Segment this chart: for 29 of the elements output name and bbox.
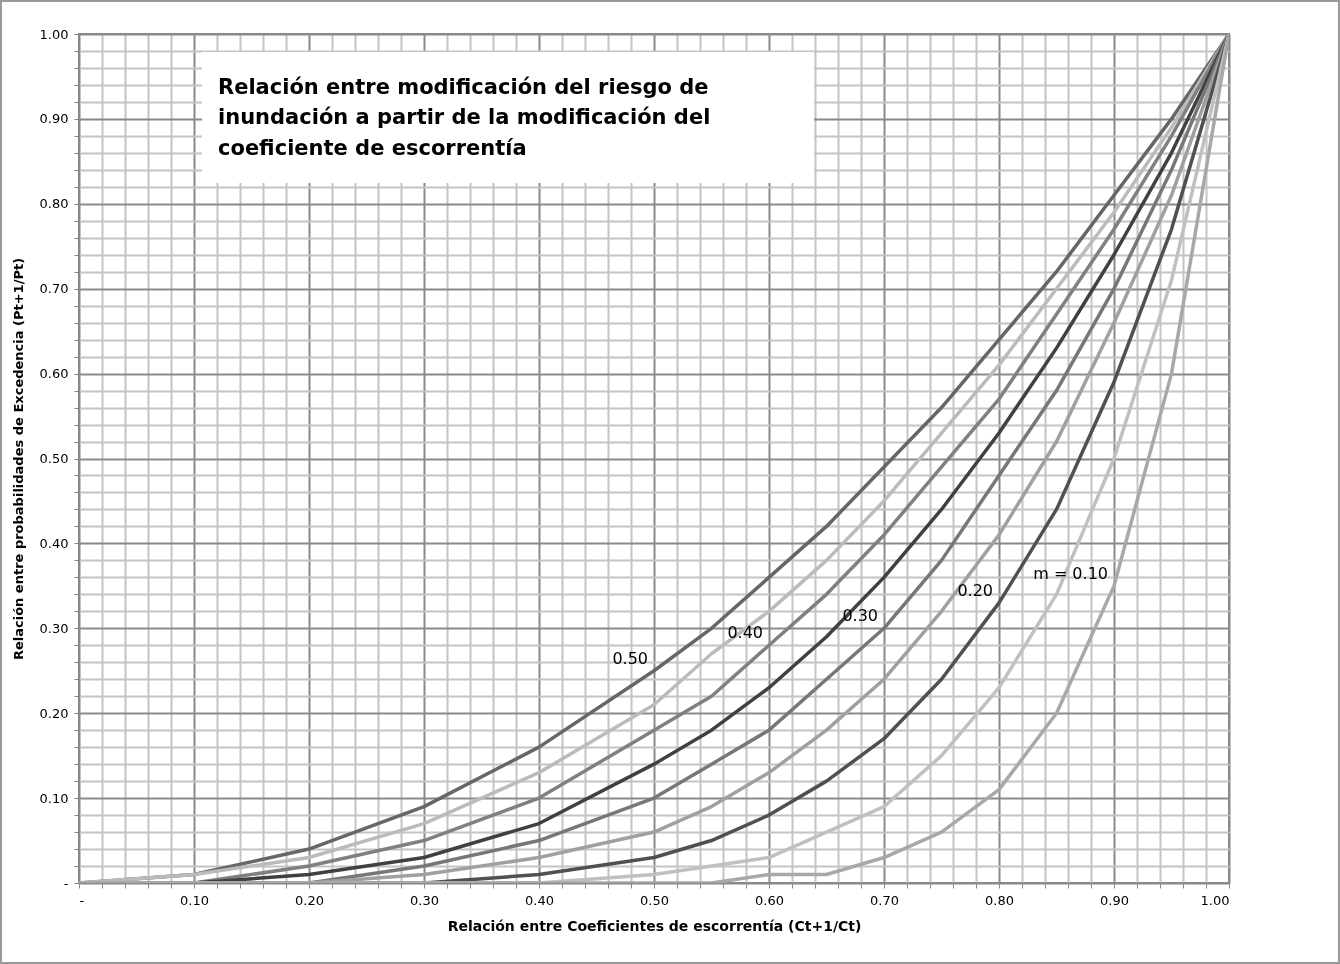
y-tick-label: 0.30 [39, 620, 69, 636]
y-tick-label: 0.20 [39, 705, 69, 721]
y-tick-label: 0.70 [39, 281, 69, 297]
series-label: 0.50 [612, 648, 648, 668]
series-label: 0.20 [957, 580, 993, 600]
x-tick-label: 0.10 [180, 892, 209, 908]
x-tick-label: - [79, 892, 85, 908]
y-tick-label: 0.10 [39, 790, 69, 806]
series-label: 0.40 [727, 623, 763, 643]
series-label: m = 0.10 [1033, 563, 1108, 583]
x-tick-label: 0.90 [1100, 892, 1129, 908]
x-tick-label: 0.50 [640, 892, 669, 908]
y-tick-label: 0.90 [39, 111, 69, 127]
x-tick-label: 0.70 [870, 892, 899, 908]
y-tick-label: 0.80 [39, 196, 69, 212]
x-tick-label: 0.30 [410, 892, 439, 908]
y-tick-label: 0.60 [39, 366, 69, 382]
x-axis-title: Relación entre Coeficientes de escorrentía (Ct+1/Ct) [447, 917, 862, 934]
y-tick-label: 0.50 [39, 451, 69, 466]
x-tick-label: 0.80 [985, 892, 1014, 908]
y-tick-label: 1.00 [39, 26, 69, 42]
y-tick-label: - [63, 875, 69, 891]
x-tick-label: 1.00 [1200, 892, 1230, 908]
x-tick-label: 0.20 [295, 892, 324, 908]
title-panel: Relación entre modificación del riesgo de inundación a partir de la modificación del coeficiente de escorrentía [202, 52, 814, 184]
y-tick-label: 0.40 [39, 535, 69, 551]
x-tick-label: 0.60 [755, 892, 784, 908]
x-tick-label: 0.40 [525, 892, 554, 908]
y-axis-title: Relación entre probabilidades de Excedencia (Pt+1/Pt) [10, 257, 26, 661]
